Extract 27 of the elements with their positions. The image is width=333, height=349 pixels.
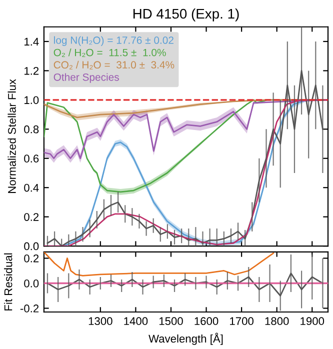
- x-axis-title: Wavelength [Å]: [148, 332, 223, 345]
- y-tick-label: 0.0: [24, 242, 39, 250]
- x-tick-label: 1500: [159, 317, 183, 326]
- text: O₂ / H₂O = 11.5 ± 1.0%: [54, 48, 166, 57]
- y-tick-label: 1.0: [24, 96, 39, 104]
- x-tick-label: 1400: [124, 317, 148, 326]
- y-tick-label: 1.2: [24, 66, 39, 75]
- text: log N(H₂O) = 17.76 ± 0.02: [54, 36, 174, 46]
- y-tick-label: 0.6: [24, 154, 39, 163]
- x-tick-label: 1600: [194, 317, 218, 326]
- y-axis-title: Normalized Stellar Flux: [8, 79, 16, 193]
- x-tick-label: 1700: [230, 317, 254, 326]
- y-tick-label: 0.2: [24, 213, 39, 221]
- text: Other Species: [54, 73, 119, 83]
- y-tick-label: 0.8: [24, 125, 39, 134]
- x-tick-label: 1900: [300, 317, 324, 326]
- text: CO₂ / H₂O = 31.0 ± 3.4%: [54, 60, 174, 70]
- x-tick-label: 1800: [265, 317, 289, 326]
- x-tick-label: 1300: [88, 317, 112, 326]
- y-tick-label: 0.2: [24, 254, 39, 262]
- y-axis-title: Fit Residual: [4, 253, 12, 310]
- y-tick-label: -0.2: [20, 304, 39, 312]
- y-tick-label: 0.4: [24, 184, 39, 192]
- line-series: [44, 252, 274, 276]
- y-tick-label: 0.0: [24, 280, 39, 288]
- y-tick-label: 1.4: [24, 38, 39, 46]
- chart-title: HD 4150 (Exp. 1): [133, 8, 239, 22]
